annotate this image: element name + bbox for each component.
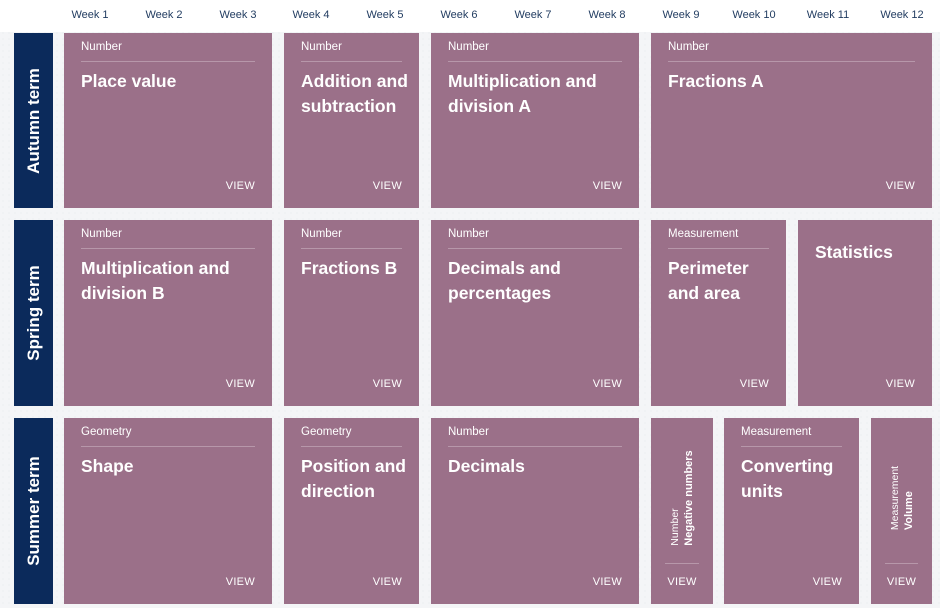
unit-card-multiplication-division-a[interactable]: Number Multiplication and division A VIE… (431, 33, 639, 208)
unit-card-decimals[interactable]: Number Decimals VIEW (431, 418, 639, 604)
vertical-card-text: Number Negative numbers (668, 450, 696, 545)
term-label-autumn: Autumn term (14, 33, 53, 208)
unit-card-fractions-b[interactable]: Number Fractions B VIEW (284, 220, 419, 406)
unit-card-place-value[interactable]: Number Place value VIEW (64, 33, 272, 208)
week-label: Week 7 (514, 9, 552, 21)
unit-title: Negative numbers (683, 450, 695, 546)
term-label-spring: Spring term (14, 220, 53, 406)
divider (885, 563, 918, 564)
divider (668, 61, 915, 62)
term-label-text: Spring term (23, 265, 43, 361)
term-label-text: Summer term (23, 456, 43, 566)
divider (741, 446, 842, 447)
view-link[interactable]: VIEW (592, 180, 622, 192)
week-label: Week 2 (145, 9, 183, 21)
unit-card-multiplication-division-b[interactable]: Number Multiplication and division B VIE… (64, 220, 272, 406)
divider (301, 446, 402, 447)
view-link[interactable]: VIEW (739, 378, 769, 390)
unit-category: Geometry (301, 426, 352, 438)
divider (668, 248, 769, 249)
unit-card-addition-subtraction[interactable]: Number Addition and subtraction VIEW (284, 33, 419, 208)
week-label: Week 10 (732, 9, 776, 21)
unit-title: Place value (81, 71, 177, 91)
divider (448, 446, 622, 447)
view-link[interactable]: VIEW (812, 576, 842, 588)
unit-category: Number (301, 228, 342, 240)
unit-title: Decimals and percentages (448, 258, 561, 303)
unit-card-fractions-a[interactable]: Number Fractions A VIEW (651, 33, 932, 208)
unit-category: Number (448, 228, 489, 240)
unit-title: Position and direction (301, 456, 406, 501)
unit-category: Number (448, 41, 489, 53)
view-link[interactable]: VIEW (667, 576, 697, 588)
unit-card-negative-numbers[interactable]: Number Negative numbers VIEW (651, 418, 713, 604)
divider (448, 61, 622, 62)
divider (301, 61, 402, 62)
unit-title: Multiplication and division B (81, 258, 230, 303)
unit-card-converting-units[interactable]: Measurement Converting units VIEW (724, 418, 859, 604)
unit-category: Number (81, 228, 122, 240)
view-link[interactable]: VIEW (225, 180, 255, 192)
week-label: Week 6 (440, 9, 478, 21)
week-label: Week 12 (880, 9, 924, 21)
unit-title: Perimeter and area (668, 258, 749, 303)
week-label: Week 11 (806, 9, 850, 21)
week-header: Week 1 Week 2 Week 3 Week 4 Week 5 Week … (0, 0, 940, 32)
divider (81, 446, 255, 447)
divider (81, 61, 255, 62)
divider (448, 248, 622, 249)
view-link[interactable]: VIEW (886, 576, 917, 588)
unit-title: Converting units (741, 456, 834, 501)
week-label: Week 1 (71, 9, 109, 21)
unit-category: Measurement (888, 465, 901, 531)
unit-category: Number (301, 41, 342, 53)
unit-title: Volume (902, 491, 915, 531)
unit-title: Fractions A (668, 71, 764, 91)
unit-card-decimals-percentages[interactable]: Number Decimals and percentages VIEW (431, 220, 639, 406)
divider (301, 248, 402, 249)
unit-category: Number (669, 508, 681, 546)
view-link[interactable]: VIEW (225, 378, 255, 390)
unit-card-shape[interactable]: Geometry Shape VIEW (64, 418, 272, 604)
view-link[interactable]: VIEW (592, 576, 622, 588)
unit-card-position-direction[interactable]: Geometry Position and direction VIEW (284, 418, 419, 604)
unit-category: Number (81, 41, 122, 53)
unit-card-volume[interactable]: Measurement Volume VIEW (871, 418, 932, 604)
unit-category: Measurement (668, 228, 739, 240)
divider (81, 248, 255, 249)
week-label: Week 5 (366, 9, 404, 21)
unit-category: Geometry (81, 426, 132, 438)
week-label: Week 3 (219, 9, 257, 21)
view-link[interactable]: VIEW (885, 378, 915, 390)
view-link[interactable]: VIEW (225, 576, 255, 588)
unit-card-statistics[interactable]: Statistics VIEW (798, 220, 932, 406)
unit-title: Decimals (448, 456, 525, 476)
unit-category: Number (448, 426, 489, 438)
vertical-card-text: Measurement Volume (888, 466, 916, 530)
week-label: Week 9 (662, 9, 700, 21)
view-link[interactable]: VIEW (885, 180, 915, 192)
view-link[interactable]: VIEW (592, 378, 622, 390)
unit-title: Multiplication and division A (448, 71, 597, 116)
unit-category: Number (668, 41, 709, 53)
view-link[interactable]: VIEW (372, 576, 402, 588)
unit-title: Addition and subtraction (301, 71, 408, 116)
unit-title: Fractions B (301, 258, 398, 278)
view-link[interactable]: VIEW (372, 180, 402, 192)
unit-category: Measurement (741, 426, 812, 438)
week-label: Week 4 (292, 9, 330, 21)
week-label: Week 8 (588, 9, 626, 21)
term-label-text: Autumn term (23, 67, 43, 174)
unit-title: Shape (81, 456, 134, 476)
unit-title: Statistics (815, 242, 893, 262)
term-label-summer: Summer term (14, 418, 53, 604)
view-link[interactable]: VIEW (372, 378, 402, 390)
unit-card-perimeter-area[interactable]: Measurement Perimeter and area VIEW (651, 220, 786, 406)
divider (665, 563, 699, 564)
